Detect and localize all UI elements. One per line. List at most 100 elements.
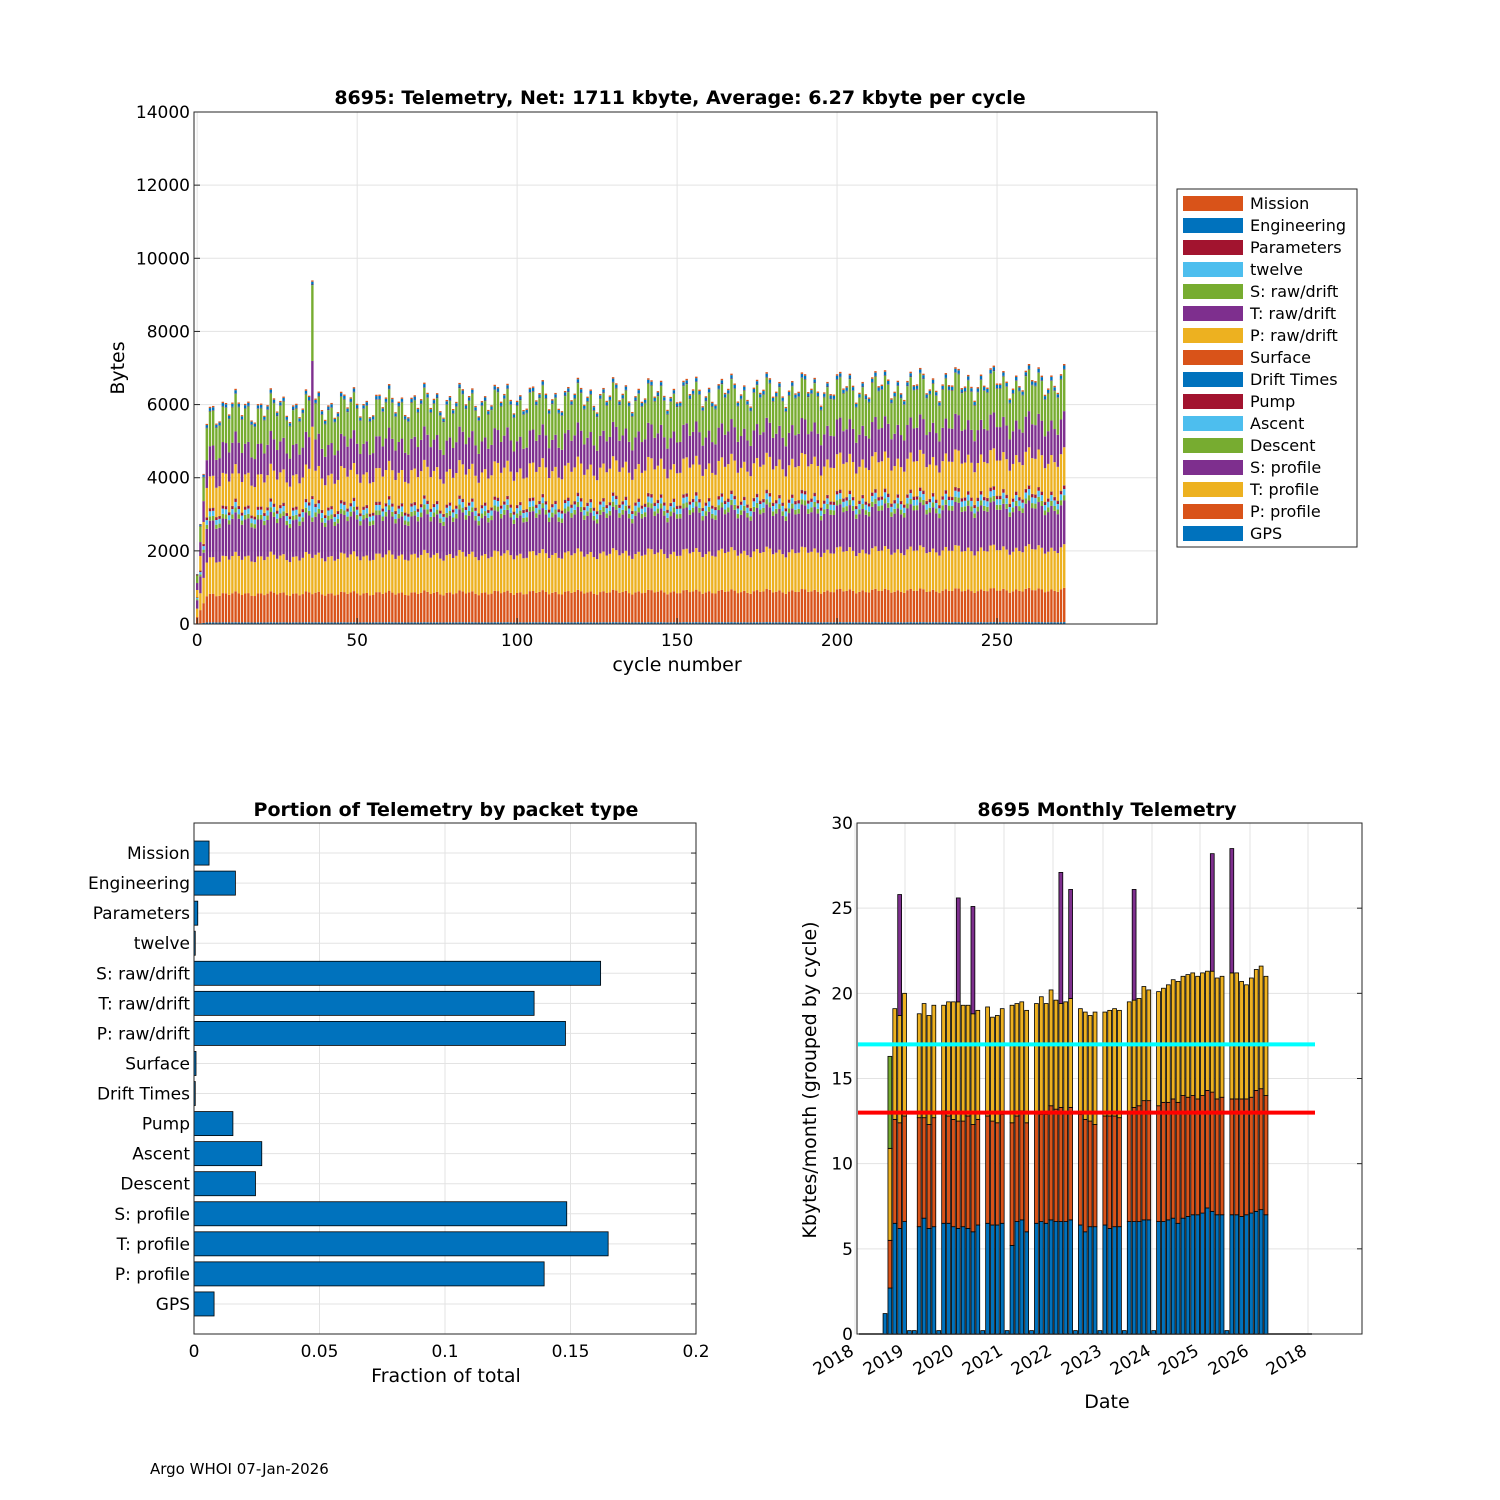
chart3-bar-segment <box>887 1147 893 1241</box>
chart1-bar-segment <box>371 512 375 516</box>
chart1-bar-segment <box>941 496 944 500</box>
chart1-bar-segment <box>781 401 784 438</box>
chart1-bar-segment <box>669 396 672 399</box>
chart1-bar-segment <box>285 622 288 624</box>
chart1-bar-segment <box>410 470 413 504</box>
chart1-bar-segment <box>1059 547 1063 590</box>
chart1-bar-segment <box>391 402 394 439</box>
chart1-bar-segment <box>266 405 269 407</box>
chart1-bar-segment <box>714 510 717 516</box>
chart1-bar-segment <box>298 525 301 561</box>
chart1-bar-segment <box>999 496 1002 500</box>
chart3-y-tick-label: 25 <box>831 899 853 919</box>
chart1-bar-segment <box>986 497 989 499</box>
chart1-bar-segment <box>1018 390 1021 430</box>
chart1-bar-segment <box>915 590 919 623</box>
chart1-bar-segment <box>605 472 608 505</box>
chart1-bar-segment <box>282 592 285 623</box>
chart1-bar-segment <box>551 403 554 405</box>
chart1-bar-segment <box>855 442 858 474</box>
chart1-bar-segment <box>931 493 935 497</box>
chart1-bar-segment <box>880 384 884 387</box>
chart1-bar-segment <box>528 387 532 390</box>
chart1-bar-segment <box>349 592 352 623</box>
chart3-bar-segment <box>1244 1214 1249 1335</box>
chart1-bar-segment <box>243 408 247 444</box>
chart1-bar-segment <box>458 495 461 496</box>
chart1-bar-segment <box>355 405 359 408</box>
chart1-bar-segment <box>458 549 461 591</box>
chart1-bar-segment <box>675 518 679 556</box>
chart1-bar-segment <box>1011 393 1015 394</box>
chart1-bar-segment <box>682 382 685 386</box>
chart1-bar-segment <box>336 416 340 451</box>
chart1-bar-segment <box>832 501 836 503</box>
chart1-bar-segment <box>979 419 983 455</box>
chart1-bar-segment <box>1015 491 1018 496</box>
chart1-bar-segment <box>723 394 727 398</box>
chart1-bar-segment <box>624 390 628 391</box>
chart1-legend-label: Ascent <box>1250 414 1304 433</box>
chart1-bar-segment <box>951 550 954 591</box>
chart1-bar-segment <box>637 390 640 394</box>
chart1-bar-segment <box>775 503 778 509</box>
chart1-bar-segment <box>282 502 285 504</box>
chart1-bar-segment <box>845 550 848 591</box>
chart1-bar-segment <box>794 398 797 436</box>
chart1-bar-segment <box>826 386 829 388</box>
chart3-x-tick-label: 2021 <box>959 1341 1006 1380</box>
chart3-y-tick-label: 15 <box>831 1070 853 1090</box>
chart1-bar-segment <box>960 551 964 592</box>
chart1-bar-segment <box>317 503 320 509</box>
chart1-bar-segment <box>391 402 394 403</box>
chart1-bar-segment <box>915 496 919 500</box>
chart1-bar-segment <box>714 506 717 508</box>
chart1-bar-segment <box>1031 384 1034 386</box>
chart1-bar-segment <box>266 510 269 516</box>
chart1-bar-segment <box>861 386 864 388</box>
chart1-bar-segment <box>851 462 855 497</box>
chart1-bar-segment <box>848 499 852 506</box>
chart3-bar-segment <box>1092 1011 1098 1125</box>
chart1-bar-segment <box>839 493 842 500</box>
chart1-bar-segment <box>237 407 240 443</box>
chart1-bar-segment <box>893 396 896 397</box>
chart1-bar-segment <box>803 491 807 495</box>
chart1-bar-segment <box>957 588 960 623</box>
chart1-bar-segment <box>423 504 426 510</box>
chart1-bar-segment <box>487 414 490 449</box>
chart1-bar-segment <box>602 511 605 552</box>
chart1-bar-segment <box>512 451 516 481</box>
chart1-bar-segment <box>253 516 256 517</box>
chart1-bar-segment <box>727 393 730 395</box>
chart1-bar-segment <box>551 554 554 593</box>
chart1-bar-segment <box>957 502 960 546</box>
chart1-bar-segment <box>378 592 381 623</box>
chart1-bar-segment <box>682 458 685 495</box>
chart1-bar-segment <box>944 418 948 454</box>
chart1-bar-segment <box>611 381 615 383</box>
chart1-bar-segment <box>656 500 660 504</box>
chart1-bar-segment <box>487 522 490 559</box>
chart1-bar-segment <box>199 524 202 526</box>
chart1-bar-segment <box>951 497 954 501</box>
chart1-bar-segment <box>275 523 279 559</box>
chart1-bar-segment <box>714 408 717 410</box>
chart1-bar-segment <box>419 592 423 623</box>
chart1-bar-segment <box>1037 372 1040 373</box>
chart1-bar-segment <box>295 593 298 623</box>
chart1-bar-segment <box>720 496 724 503</box>
chart1-bar-segment <box>243 405 247 409</box>
chart1-bar-segment <box>589 464 592 499</box>
chart1-bar-segment <box>816 433 820 466</box>
chart1-bar-segment <box>1047 501 1050 508</box>
chart1-bar-segment <box>771 397 775 401</box>
chart1-bar-segment <box>637 393 640 395</box>
chart1-bar-segment <box>1027 500 1031 545</box>
chart1-bar-segment <box>864 592 868 623</box>
chart1-bar-segment <box>333 421 336 456</box>
chart1-bar-segment <box>925 591 928 623</box>
chart1-bar-segment <box>637 507 640 513</box>
chart1-bar-segment <box>704 396 708 398</box>
chart1-bar-segment <box>1005 622 1008 624</box>
